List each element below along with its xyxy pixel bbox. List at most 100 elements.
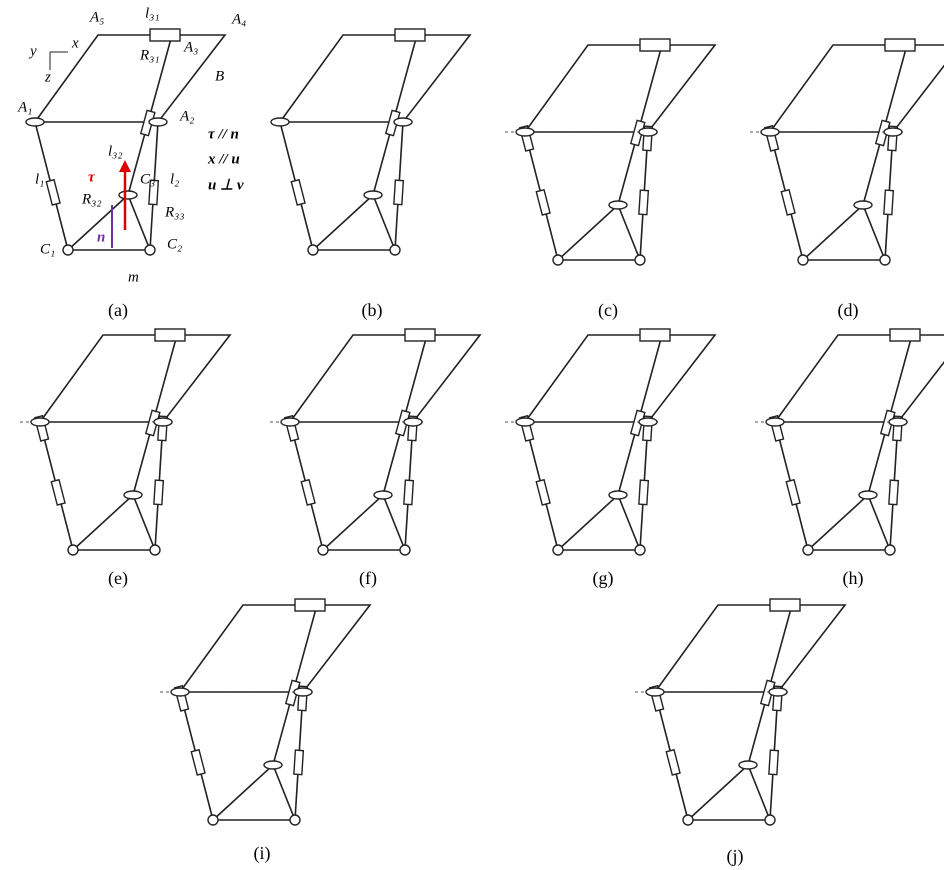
revolute-joint <box>769 688 787 696</box>
base <box>558 205 640 260</box>
label: R₃₂ <box>81 191 102 207</box>
prismatic-joint <box>889 480 898 504</box>
pin-joint <box>63 245 73 255</box>
label: R₃₁ <box>139 47 160 63</box>
top-platform <box>290 335 480 422</box>
caption: (i) <box>254 843 271 864</box>
base <box>323 495 405 550</box>
mechanism <box>505 329 715 555</box>
label: l₃₁ <box>145 5 160 21</box>
prismatic-joint <box>291 180 305 205</box>
joint-r31 <box>890 329 920 341</box>
mechanism <box>635 599 845 825</box>
prismatic-joint <box>639 480 648 504</box>
revolute-joint <box>761 128 779 136</box>
label: u ⊥ v <box>208 177 244 193</box>
revolute-joint <box>766 418 784 426</box>
joint-r31 <box>885 39 915 51</box>
pin-joint <box>885 545 895 555</box>
joint-r31 <box>640 329 670 341</box>
tau-arrowhead <box>119 160 131 172</box>
prismatic-joint <box>394 180 403 204</box>
pin-joint <box>290 815 300 825</box>
joint-r31 <box>155 329 185 341</box>
label: τ <box>88 169 96 185</box>
label: z <box>44 69 51 85</box>
top-platform <box>770 45 944 132</box>
revolute-joint <box>281 418 299 426</box>
pin-joint <box>553 545 563 555</box>
revolute-joint <box>154 418 172 426</box>
revolute-joint <box>31 418 49 426</box>
prismatic-joint <box>786 480 800 505</box>
revolute-joint <box>294 688 312 696</box>
prismatic-joint <box>639 190 648 214</box>
prismatic-joint <box>769 750 778 774</box>
revolute-joint <box>171 688 189 696</box>
pin-joint <box>208 815 218 825</box>
pin-joint <box>798 255 808 265</box>
label: l₃₂ <box>108 143 123 159</box>
label: l₂ <box>170 171 179 187</box>
label: x <box>71 35 79 51</box>
label: C₁ <box>40 241 55 257</box>
revolute-joint <box>739 761 757 769</box>
mechanism <box>271 29 470 255</box>
revolute-joint <box>639 418 657 426</box>
revolute-joint <box>374 491 392 499</box>
pin-joint <box>553 255 563 265</box>
prismatic-joint <box>536 190 550 215</box>
caption: (h) <box>843 568 864 589</box>
revolute-joint <box>404 418 422 426</box>
revolute-joint <box>124 491 142 499</box>
label: A₅ <box>89 9 104 25</box>
pin-joint <box>145 245 155 255</box>
pin-joint <box>635 255 645 265</box>
label: R₃₃ <box>164 204 185 220</box>
label: C₃ <box>140 171 155 187</box>
top-platform <box>180 605 370 692</box>
label: C₂ <box>167 236 182 252</box>
joint-r31 <box>295 599 325 611</box>
prismatic-joint <box>884 190 893 214</box>
label: n <box>97 229 105 245</box>
figure: A₅l₃₁A₄xyzR₃₁A₃BA₁A₂τ // nx // uu ⊥ vl₃₂… <box>0 0 944 870</box>
revolute-joint <box>884 128 902 136</box>
prismatic-joint <box>46 180 60 205</box>
revolute-joint <box>609 491 627 499</box>
revolute-joint <box>854 201 872 209</box>
mechanism <box>750 39 944 265</box>
top-platform <box>655 605 845 692</box>
pin-joint <box>803 545 813 555</box>
revolute-joint <box>639 128 657 136</box>
joint-r31 <box>770 599 800 611</box>
revolute-joint <box>26 118 44 126</box>
revolute-joint <box>516 418 534 426</box>
joint-r31 <box>395 29 425 41</box>
mechanism <box>505 39 715 265</box>
revolute-joint <box>394 118 412 126</box>
joint-r31 <box>405 329 435 341</box>
pin-joint <box>683 815 693 825</box>
label: A₄ <box>231 11 246 27</box>
prismatic-joint <box>301 480 315 505</box>
pin-joint <box>318 545 328 555</box>
caption: (g) <box>593 568 614 589</box>
label: m <box>128 269 139 285</box>
top-platform <box>775 335 944 422</box>
pin-joint <box>400 545 410 555</box>
joint-r31 <box>640 39 670 51</box>
revolute-joint <box>119 191 137 199</box>
caption: (b) <box>362 300 383 321</box>
prismatic-joint <box>191 750 205 775</box>
base <box>803 205 885 260</box>
base <box>213 765 295 820</box>
top-platform <box>40 335 230 422</box>
prismatic-joint <box>536 480 550 505</box>
base <box>73 495 155 550</box>
revolute-joint <box>264 761 282 769</box>
base <box>688 765 770 820</box>
base <box>313 195 395 250</box>
revolute-joint <box>271 118 289 126</box>
caption: (c) <box>598 300 618 321</box>
